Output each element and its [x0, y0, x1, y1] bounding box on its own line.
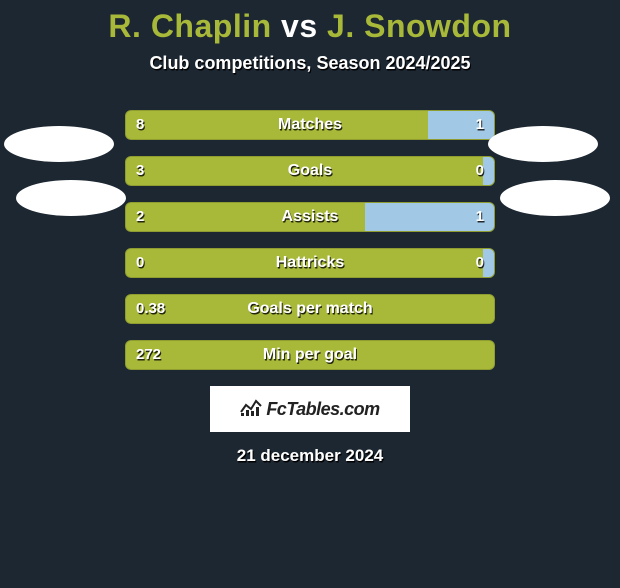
stat-label: Min per goal: [126, 341, 494, 369]
stat-row: 0 0Hattricks: [125, 248, 495, 278]
player2-name: J. Snowdon: [327, 8, 512, 44]
stat-row: 3 0Goals: [125, 156, 495, 186]
stat-left-value: 8: [136, 111, 144, 139]
stat-label: Assists: [126, 203, 494, 231]
stat-label: Goals per match: [126, 295, 494, 323]
stat-row: 2 1Assists: [125, 202, 495, 232]
stat-left-value: 0.38: [136, 295, 165, 323]
stat-left-value: 272: [136, 341, 161, 369]
stat-row: 8 1Matches: [125, 110, 495, 140]
vs-label: vs: [281, 8, 318, 44]
stat-label: Goals: [126, 157, 494, 185]
stat-row: 0.38Goals per match: [125, 294, 495, 324]
stat-right-value: 0: [476, 157, 484, 185]
player1-name: R. Chaplin: [108, 8, 271, 44]
stat-right-value: 1: [476, 203, 484, 231]
stat-left-value: 3: [136, 157, 144, 185]
chart-icon: [240, 398, 262, 421]
avatar-left-2: [16, 180, 126, 216]
footer-date: 21 december 2024: [0, 446, 620, 466]
stat-left-value: 0: [136, 249, 144, 277]
brand-text: FcTables.com: [266, 399, 379, 420]
stat-right-value: 1: [476, 111, 484, 139]
brand-box[interactable]: FcTables.com: [210, 386, 410, 432]
stat-row: 272Min per goal: [125, 340, 495, 370]
stat-right-value: 0: [476, 249, 484, 277]
subtitle: Club competitions, Season 2024/2025: [0, 53, 620, 74]
comparison-title: R. Chaplin vs J. Snowdon: [0, 8, 620, 45]
stat-label: Hattricks: [126, 249, 494, 277]
stat-label: Matches: [126, 111, 494, 139]
avatar-right-2: [500, 180, 610, 216]
avatar-right-1: [488, 126, 598, 162]
stat-left-value: 2: [136, 203, 144, 231]
avatar-left-1: [4, 126, 114, 162]
